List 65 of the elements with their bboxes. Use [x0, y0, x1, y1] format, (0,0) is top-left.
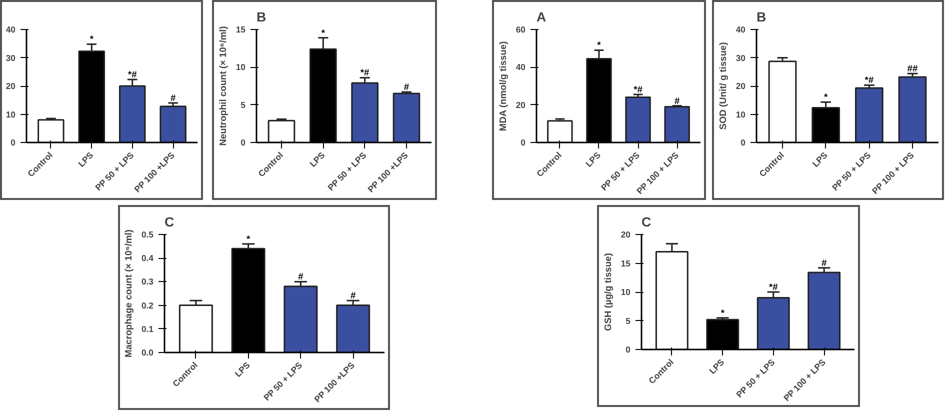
y-tick-label: 0 — [740, 138, 746, 148]
x-tick-label: LPS — [308, 150, 327, 169]
y-tick-label: 60 — [516, 24, 526, 34]
annotation: * — [321, 28, 326, 38]
y-tick-label: 30 — [736, 52, 746, 63]
x-tick-label: LPS — [707, 356, 726, 376]
y-tick-label: 30 — [6, 52, 16, 63]
chart-title: A — [536, 10, 546, 24]
x-tick-label: LPS — [232, 360, 252, 379]
x-tick-label: PP 100 + LPS — [782, 356, 828, 403]
annotation: *# — [768, 282, 779, 292]
chart-title: C — [642, 214, 652, 230]
y-tick-label: 0.5 — [141, 230, 154, 240]
annotation: # — [350, 290, 356, 301]
y-tick-label: 40 — [516, 62, 526, 72]
y-axis-title: GSH (µg/g tissue) — [602, 253, 613, 331]
annotation: # — [674, 96, 680, 106]
y-tick-label: 0.0 — [141, 348, 154, 358]
y-tick-label: 10 — [736, 109, 746, 120]
y-tick-label: 5 — [240, 100, 246, 110]
y-tick-label: 0 — [240, 138, 246, 148]
chart-title: B — [256, 10, 266, 24]
y-axis-title: MDA (nmol/g tissue) — [498, 41, 508, 132]
chart-title: B — [756, 10, 766, 24]
y-tick-label: 20 — [736, 81, 746, 91]
chart-title: C — [164, 214, 174, 230]
y-tick-label: 20 — [516, 100, 526, 110]
y-tick-label: 20 — [620, 230, 631, 240]
y-tick-label: 40 — [6, 24, 16, 34]
annotation: # — [821, 258, 828, 268]
y-tick-label: 10 — [6, 109, 16, 120]
annotation: * — [597, 40, 602, 50]
x-tick-label: LPS — [810, 150, 830, 169]
y-tick-label: 0.2 — [141, 300, 154, 310]
annotation: # — [170, 92, 176, 103]
annotation: ## — [907, 64, 918, 74]
annotation: * — [90, 34, 94, 44]
x-tick-label: LPS — [584, 150, 603, 169]
annotation: *# — [864, 75, 874, 86]
y-tick-label: 0.3 — [141, 276, 154, 287]
x-tick-label: PP 100 + LPS — [870, 150, 916, 196]
y-tick-label: 0 — [520, 138, 526, 148]
annotation: * — [246, 234, 250, 244]
annotation: *# — [634, 84, 644, 94]
y-axis-title: Macrophage count (× 10⁶/ml) — [123, 230, 134, 358]
annotation: * — [720, 308, 725, 318]
y-tick-label: 10 — [620, 287, 631, 297]
annotation: # — [298, 272, 304, 282]
y-tick-label: 0.1 — [141, 324, 154, 334]
annotation: *# — [360, 68, 370, 78]
annotation: * — [824, 92, 828, 102]
y-tick-label: 40 — [736, 24, 746, 34]
y-tick-label: 0.4 — [141, 253, 154, 264]
y-tick-label: 15 — [236, 24, 246, 34]
x-tick-label: LPS — [76, 150, 96, 169]
y-tick-label: 20 — [6, 81, 16, 91]
y-tick-label: 0 — [626, 344, 631, 354]
y-tick-label: 10 — [236, 62, 246, 72]
annotation: # — [404, 82, 410, 92]
y-axis-title: SOD (Unit/ g tissue) — [718, 42, 728, 130]
y-tick-label: 0 — [10, 138, 16, 148]
annotation: *# — [128, 70, 138, 80]
y-tick-label: 5 — [626, 316, 631, 326]
y-tick-label: 15 — [620, 258, 631, 268]
y-axis-title: Neutrophil count (× 10⁶/ml) — [218, 26, 228, 146]
